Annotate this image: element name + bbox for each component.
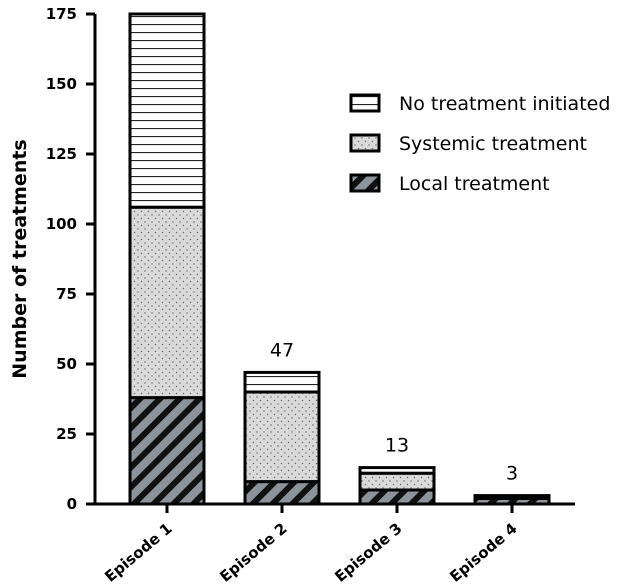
y-tick-label: 150 [46, 75, 77, 93]
y-ticks: 0 25 50 75 100 125 150 175 [46, 5, 95, 513]
y-tick-label: 25 [56, 425, 77, 443]
legend-swatch-local-treatment [349, 173, 381, 193]
legend: No treatment initiated Systemic treatment… [349, 93, 610, 195]
total-label-episode-3: 13 [385, 435, 409, 457]
bars-layer [128, 12, 551, 506]
y-axis-title: Number of treatments [9, 139, 31, 378]
bar-segment-no-treatment-initiated-episode-3 [358, 466, 436, 475]
y-tick-label: 175 [46, 5, 77, 23]
totals-layer: 47 13 3 [270, 339, 518, 484]
bar-segment-systemic-treatment-episode-1 [128, 205, 206, 400]
bar-segment-systemic-treatment-episode-3 [358, 471, 436, 492]
legend-label-systemic-treatment: Systemic treatment [399, 133, 587, 155]
legend-swatch-systemic-treatment [349, 133, 381, 153]
bar-segment-local-treatment-episode-1 [128, 396, 206, 506]
x-tick-label-episode-4: Episode 4 [446, 519, 520, 585]
legend-label-local-treatment: Local treatment [399, 173, 550, 195]
x-tick-label-episode-2: Episode 2 [216, 519, 290, 585]
y-tick-label: 75 [56, 285, 77, 303]
bar-segment-local-treatment-episode-2 [243, 480, 321, 506]
bar-segment-no-treatment-initiated-episode-4 [473, 494, 551, 500]
x-tick-label-episode-3: Episode 3 [331, 519, 405, 585]
total-label-episode-2: 47 [270, 339, 294, 361]
y-tick-label: 0 [67, 495, 77, 513]
y-tick-label: 125 [46, 145, 77, 163]
bar-segment-no-treatment-initiated-episode-1 [128, 12, 206, 209]
bar-segment-systemic-treatment-episode-2 [243, 390, 321, 484]
axes [93, 14, 575, 506]
legend-swatch-no-treatment-initiated [349, 93, 381, 113]
x-tick-label-episode-1: Episode 1 [101, 519, 175, 585]
y-tick-label: 100 [46, 215, 77, 233]
y-tick-label: 50 [56, 355, 77, 373]
x-ticks: Episode 1 Episode 2 Episode 3 Episode 4 [101, 504, 521, 586]
bar-segment-local-treatment-episode-3 [358, 488, 436, 506]
bar-segment-no-treatment-initiated-episode-2 [243, 370, 321, 394]
total-label-episode-4: 3 [506, 463, 518, 485]
legend-label-no-treatment-initiated: No treatment initiated [399, 93, 610, 115]
